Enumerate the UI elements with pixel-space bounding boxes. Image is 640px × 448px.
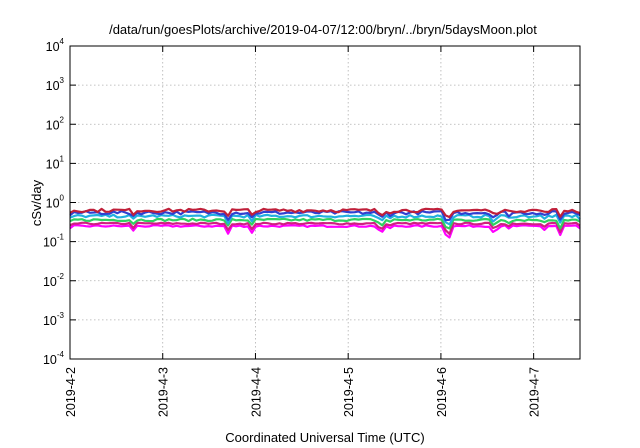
y-tick-label: 104 bbox=[46, 37, 65, 54]
y-tick-label: 103 bbox=[46, 76, 65, 93]
y-tick-label: 10-1 bbox=[43, 233, 65, 250]
y-tick-label: 10-3 bbox=[43, 311, 65, 328]
y-tick-label: 10-4 bbox=[43, 350, 65, 367]
y-tick-label: 100 bbox=[46, 194, 65, 211]
y-tick-label: 10-2 bbox=[43, 272, 65, 289]
series-group bbox=[69, 207, 581, 239]
chart-title: /data/run/goesPlots/archive/2019-04-07/1… bbox=[109, 22, 537, 37]
grid-lines bbox=[70, 46, 580, 359]
y-axis-label: cSv/day bbox=[29, 179, 44, 226]
y-tick-label: 102 bbox=[46, 115, 65, 132]
x-axis: 2019-4-2 2019-4-3 2019-4-4 2019-4-5 2019-4-6… bbox=[64, 46, 542, 417]
series-line bbox=[69, 221, 581, 235]
y-tick-label: 101 bbox=[46, 154, 65, 171]
x-tick-label: 2019-4-3 bbox=[157, 367, 171, 417]
series-line bbox=[69, 213, 581, 226]
y-axis: 10-4 10-3 10-2 10-1 100 101 102 103 104 bbox=[43, 37, 580, 367]
series-line bbox=[69, 217, 581, 230]
series-line bbox=[69, 207, 581, 219]
x-tick-label: 2019-4-2 bbox=[64, 367, 78, 417]
x-tick-label: 2019-4-5 bbox=[342, 367, 356, 417]
x-tick-label: 2019-4-7 bbox=[528, 367, 542, 417]
x-tick-label: 2019-4-4 bbox=[249, 367, 263, 417]
series-line bbox=[69, 224, 581, 239]
x-tick-label: 2019-4-6 bbox=[435, 367, 449, 417]
x-axis-label: Coordinated Universal Time (UTC) bbox=[225, 430, 424, 445]
